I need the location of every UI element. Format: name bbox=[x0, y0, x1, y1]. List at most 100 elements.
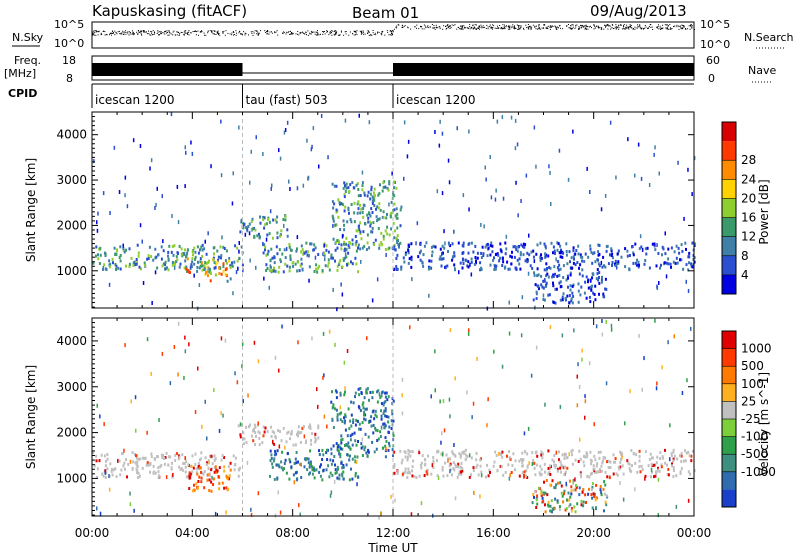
echo-cell bbox=[278, 248, 281, 252]
echo-cell bbox=[579, 253, 582, 257]
echo-cell bbox=[672, 469, 675, 472]
echo-cell bbox=[660, 263, 662, 267]
echo-cell bbox=[504, 241, 507, 245]
noise-dot bbox=[217, 32, 219, 34]
echo-cell bbox=[639, 470, 642, 474]
echo-cell bbox=[420, 463, 422, 467]
echo-cell bbox=[270, 457, 273, 460]
noise-dot bbox=[216, 31, 218, 33]
echo-cell bbox=[493, 349, 495, 354]
noise-dot bbox=[329, 30, 331, 32]
echo-cell bbox=[343, 240, 346, 244]
echo-cell bbox=[459, 455, 462, 459]
echo-cell bbox=[359, 203, 361, 207]
echo-cell bbox=[594, 298, 597, 302]
noise-dot bbox=[648, 27, 649, 29]
noise-dot bbox=[639, 26, 641, 28]
echo-cell bbox=[160, 257, 163, 261]
echo-cell bbox=[343, 181, 346, 185]
echo-cell bbox=[273, 261, 276, 265]
echo-cell bbox=[496, 468, 499, 472]
noise-dot bbox=[644, 27, 646, 29]
echo-cell bbox=[528, 233, 530, 238]
noise-dot bbox=[375, 34, 377, 36]
echo-cell bbox=[601, 265, 604, 269]
echo-cell bbox=[252, 429, 254, 433]
echo-cell bbox=[339, 455, 342, 459]
noise-dot bbox=[500, 27, 502, 29]
echo-cell bbox=[149, 166, 151, 171]
echo-cell bbox=[208, 259, 210, 263]
noise-dot bbox=[497, 25, 498, 27]
echo-cell bbox=[603, 295, 606, 299]
echo-cell bbox=[672, 448, 675, 452]
echo-cell bbox=[640, 245, 643, 249]
echo-cell bbox=[350, 467, 352, 471]
noise-dot bbox=[360, 32, 362, 34]
echo-cell bbox=[108, 282, 111, 287]
echo-cell bbox=[293, 480, 296, 485]
echo-cell bbox=[199, 248, 201, 252]
echo-cell bbox=[495, 252, 497, 256]
noise-dot bbox=[509, 25, 511, 27]
echo-cell bbox=[502, 260, 505, 264]
echo-cell bbox=[486, 254, 489, 258]
echo-cell bbox=[338, 477, 341, 481]
noise-dot bbox=[336, 31, 338, 33]
echo-cell bbox=[171, 245, 174, 248]
echo-cell bbox=[330, 253, 333, 257]
echo-cell bbox=[244, 232, 247, 237]
noise-dot bbox=[632, 28, 634, 30]
noise-dot bbox=[250, 31, 252, 33]
echo-cell bbox=[344, 413, 347, 417]
echo-cell bbox=[589, 450, 592, 454]
nave-label: Nave bbox=[748, 64, 776, 77]
noise-dot bbox=[470, 27, 472, 29]
echo-cell bbox=[193, 488, 196, 492]
noise-dot bbox=[93, 32, 95, 34]
echo-cell bbox=[284, 215, 287, 218]
echo-cell bbox=[516, 249, 519, 253]
echo-cell bbox=[565, 481, 567, 486]
echo-cell bbox=[240, 220, 243, 224]
noise-dot bbox=[156, 32, 158, 34]
noise-dot bbox=[401, 25, 403, 27]
noise-dot bbox=[502, 28, 504, 30]
noise-dot bbox=[538, 28, 540, 30]
echo-cell bbox=[669, 423, 671, 428]
echo-cell bbox=[557, 260, 560, 264]
echo-cell bbox=[340, 441, 343, 445]
echo-cell bbox=[330, 490, 333, 495]
echo-cell bbox=[434, 245, 437, 249]
echo-cell bbox=[198, 475, 201, 479]
echo-cell bbox=[626, 249, 629, 253]
echo-cell bbox=[357, 440, 359, 443]
echo-cell bbox=[242, 431, 245, 435]
echo-cell bbox=[495, 264, 498, 268]
echo-cell bbox=[666, 473, 669, 477]
echo-cell bbox=[378, 515, 380, 520]
noise-dot bbox=[297, 31, 299, 32]
echo-cell bbox=[548, 293, 551, 297]
echo-cell bbox=[382, 210, 385, 214]
echo-cell bbox=[188, 474, 191, 478]
noise-dot bbox=[574, 28, 576, 30]
echo-cell bbox=[653, 152, 655, 157]
echo-cell bbox=[226, 279, 229, 283]
echo-cell bbox=[664, 461, 667, 465]
colorbar-tick-label: 20 bbox=[741, 191, 756, 205]
echo-cell bbox=[381, 189, 384, 193]
echo-cell bbox=[343, 195, 346, 199]
echo-cell bbox=[238, 257, 241, 260]
noise-dot bbox=[627, 27, 629, 29]
echo-cell bbox=[452, 461, 455, 465]
noise-dot bbox=[649, 24, 651, 26]
echo-cell bbox=[174, 453, 177, 457]
echo-cell bbox=[335, 208, 338, 212]
echo-cell bbox=[204, 239, 206, 244]
echo-cell bbox=[172, 472, 174, 477]
echo-cell bbox=[430, 245, 433, 249]
echo-cell bbox=[140, 267, 142, 271]
noise-dot bbox=[256, 30, 258, 32]
echo-cell bbox=[300, 431, 303, 434]
